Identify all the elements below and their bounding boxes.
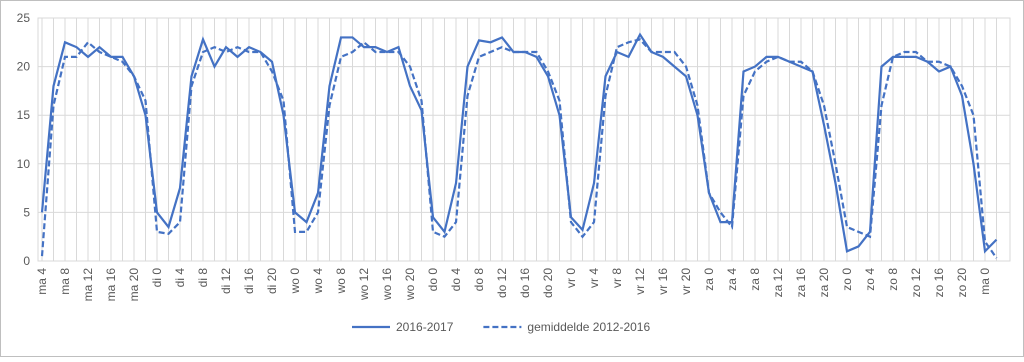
x-tick-label: wo 20 [403, 268, 417, 301]
plot-area [37, 17, 1011, 262]
x-tick-label: di 8 [196, 268, 210, 288]
legend-label: gemiddelde 2012-2016 [527, 320, 650, 334]
series-line [40, 38, 998, 259]
x-tick-label: do 12 [495, 268, 509, 298]
x-tick-label: vr 12 [633, 268, 647, 295]
y-tick-label: 25 [17, 11, 31, 25]
x-tick-label: za 20 [817, 268, 831, 298]
x-tick-label: ma 12 [81, 268, 95, 302]
x-tick-label: za 16 [794, 268, 808, 298]
x-tick-label: ma 8 [58, 268, 72, 295]
x-tick-label: di 20 [265, 268, 279, 294]
x-tick-label: di 12 [219, 268, 233, 294]
x-tick-label: ma 20 [127, 268, 141, 302]
y-tick-label: 20 [17, 60, 31, 74]
legend-label: 2016-2017 [396, 320, 454, 334]
x-tick-label: di 0 [150, 268, 164, 288]
x-tick-label: ma 0 [978, 268, 992, 295]
y-tick-label: 5 [23, 205, 30, 219]
x-tick-label: do 0 [426, 268, 440, 292]
x-tick-label: wo 0 [288, 268, 302, 295]
x-tick-label: za 4 [725, 268, 739, 291]
x-tick-label: zo 12 [909, 268, 923, 298]
x-tick-label: zo 0 [840, 268, 854, 291]
x-tick-label: za 12 [771, 268, 785, 298]
y-tick-label: 0 [23, 254, 30, 268]
y-tick-label: 10 [17, 157, 31, 171]
x-tick-label: zo 8 [886, 268, 900, 291]
x-tick-label: vr 20 [679, 268, 693, 295]
x-tick-label: wo 4 [311, 268, 325, 295]
x-tick-label: vr 0 [564, 268, 578, 288]
x-tick-label: vr 8 [610, 268, 624, 288]
x-tick-label: ma 16 [104, 268, 118, 302]
x-tick-label: do 16 [518, 268, 532, 298]
x-tick-label: di 4 [173, 268, 187, 288]
x-tick-label: vr 4 [587, 268, 601, 288]
x-tick-label: zo 16 [932, 268, 946, 298]
x-tick-label: za 8 [748, 268, 762, 291]
x-tick-label: di 16 [242, 268, 256, 294]
x-tick-label: wo 8 [334, 268, 348, 295]
x-tick-label: wo 16 [380, 268, 394, 301]
x-tick-label: za 0 [702, 268, 716, 291]
x-tick-label: wo 12 [357, 268, 371, 301]
x-tick-label: ma 4 [35, 268, 49, 295]
x-tick-label: do 20 [541, 268, 555, 298]
y-tick-label: 15 [17, 108, 31, 122]
x-tick-label: do 4 [449, 268, 463, 292]
x-tick-label: vr 16 [656, 268, 670, 295]
x-tick-label: zo 20 [955, 268, 969, 298]
x-tick-label: do 8 [472, 268, 486, 292]
x-tick-label: zo 4 [863, 268, 877, 291]
